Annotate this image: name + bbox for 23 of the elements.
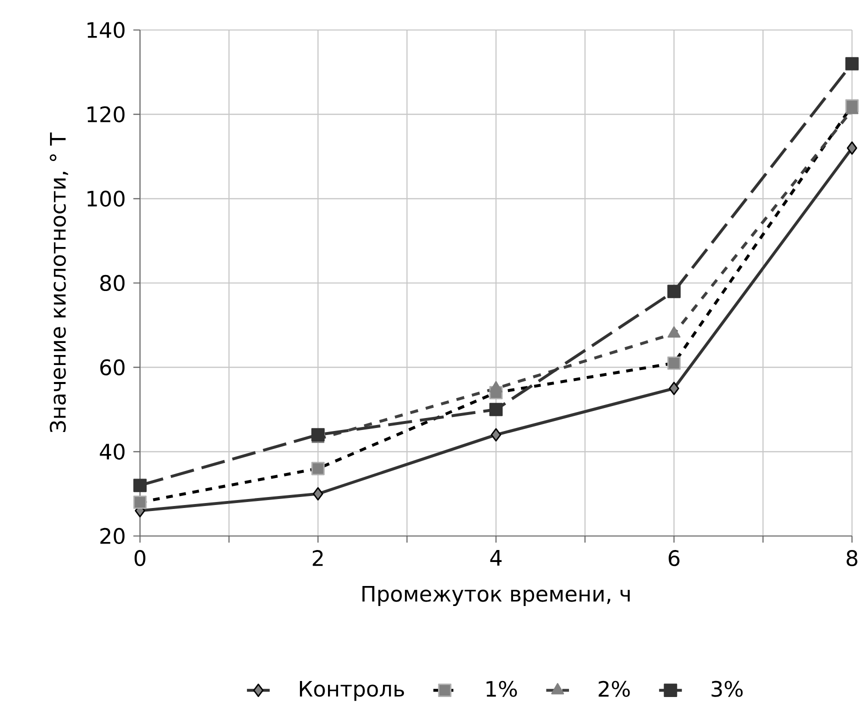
- point: [489, 402, 503, 416]
- y-axis-title: Значение кислотности, ° Т: [50, 132, 68, 432]
- y-tick-label: 40: [100, 444, 125, 460]
- y-tick-label: 120: [88, 106, 125, 122]
- legend-label: 2%: [598, 680, 630, 697]
- y-tick-label: 60: [100, 359, 125, 376]
- y-tick-label: 20: [100, 528, 125, 544]
- legend-label: 3%: [712, 680, 743, 697]
- point: [133, 478, 147, 492]
- x-tick-label: 4: [490, 550, 502, 566]
- x-tick-label: 2: [312, 550, 323, 566]
- y-tick-label: 140: [88, 22, 125, 38]
- legend-label: 1%: [486, 680, 517, 697]
- legend-label: Контроль: [300, 680, 404, 701]
- x-tick-label: 6: [668, 550, 680, 566]
- point: [845, 57, 859, 70]
- x-axis-title: Промежуток времени, ч: [362, 586, 630, 606]
- x-tick-label: 0: [134, 550, 146, 566]
- y-tick-label: 80: [100, 274, 125, 292]
- y-tick-label: 100: [88, 190, 125, 207]
- x-tick-label: 8: [846, 550, 858, 566]
- point: [667, 284, 681, 298]
- point: [311, 428, 325, 442]
